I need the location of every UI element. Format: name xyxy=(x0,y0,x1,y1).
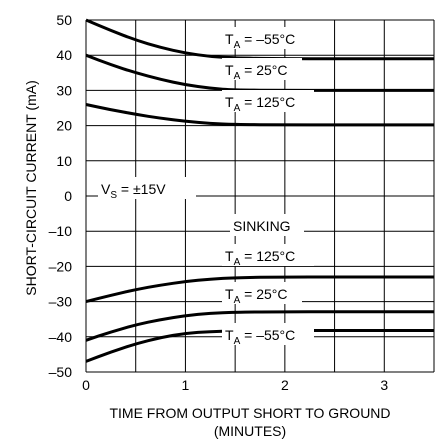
gap-ta-m55-top xyxy=(222,27,314,49)
y-tick-label: –40 xyxy=(49,329,73,345)
label-ta-25-top: TA = 25°C xyxy=(225,62,287,82)
x-tick-label: 2 xyxy=(281,377,289,393)
series-line-5 xyxy=(85,310,434,342)
series-line-1 xyxy=(85,18,434,61)
x-axis-label: TIME FROM OUTPUT SHORT TO GROUND xyxy=(109,405,390,421)
y-tick-label: –50 xyxy=(49,364,73,380)
label-sinking: SINKING xyxy=(233,218,291,234)
series-line-2 xyxy=(85,53,434,92)
gap-ta-125-bot xyxy=(222,244,314,266)
label-ta-125-top: TA = 125°C xyxy=(225,94,295,114)
y-tick-label: 50 xyxy=(56,12,72,28)
series-line-4 xyxy=(85,275,434,304)
series-line-6 xyxy=(85,329,434,363)
y-tick-label: 40 xyxy=(56,47,72,63)
x-tick-label: 0 xyxy=(82,377,90,393)
y-tick-label: 20 xyxy=(56,118,72,134)
gap-ta-25-top xyxy=(222,58,302,80)
label-ta-m55-bot: TA = –55°C xyxy=(225,327,295,347)
gap-ta-125-top xyxy=(222,90,314,112)
y-axis-label: SHORT-CIRCUIT CURRENT (mA) xyxy=(23,80,39,295)
y-tick-label: 30 xyxy=(56,82,72,98)
label-vs: VS = ±15V xyxy=(101,181,166,201)
x-tick-label: 1 xyxy=(182,377,190,393)
y-tick-label: –20 xyxy=(49,258,73,274)
y-tick-label: –10 xyxy=(49,223,73,239)
gap-ta-m55-bot xyxy=(222,323,314,345)
gap-vs xyxy=(98,177,196,199)
y-tick-label: 10 xyxy=(56,153,72,169)
series-line-3 xyxy=(85,103,435,127)
label-ta-m55-top: TA = –55°C xyxy=(225,31,295,51)
y-tick-label: 0 xyxy=(64,188,72,204)
x-tick-label: 3 xyxy=(380,377,388,393)
x-axis-label-line2: (MINUTES) xyxy=(214,423,286,439)
gap-ta-25-bot xyxy=(222,282,302,304)
label-ta-125-bot: TA = 125°C xyxy=(225,248,295,268)
curves xyxy=(85,18,435,363)
label-ta-25-bot: TA = 25°C xyxy=(225,286,287,306)
gap-sinking xyxy=(230,214,304,236)
tick-labels: 50 40 30 20 10 0 –10 –20 –30 –40 –50 0 1 2 3 xyxy=(49,12,389,393)
y-tick-label: –30 xyxy=(49,294,73,310)
